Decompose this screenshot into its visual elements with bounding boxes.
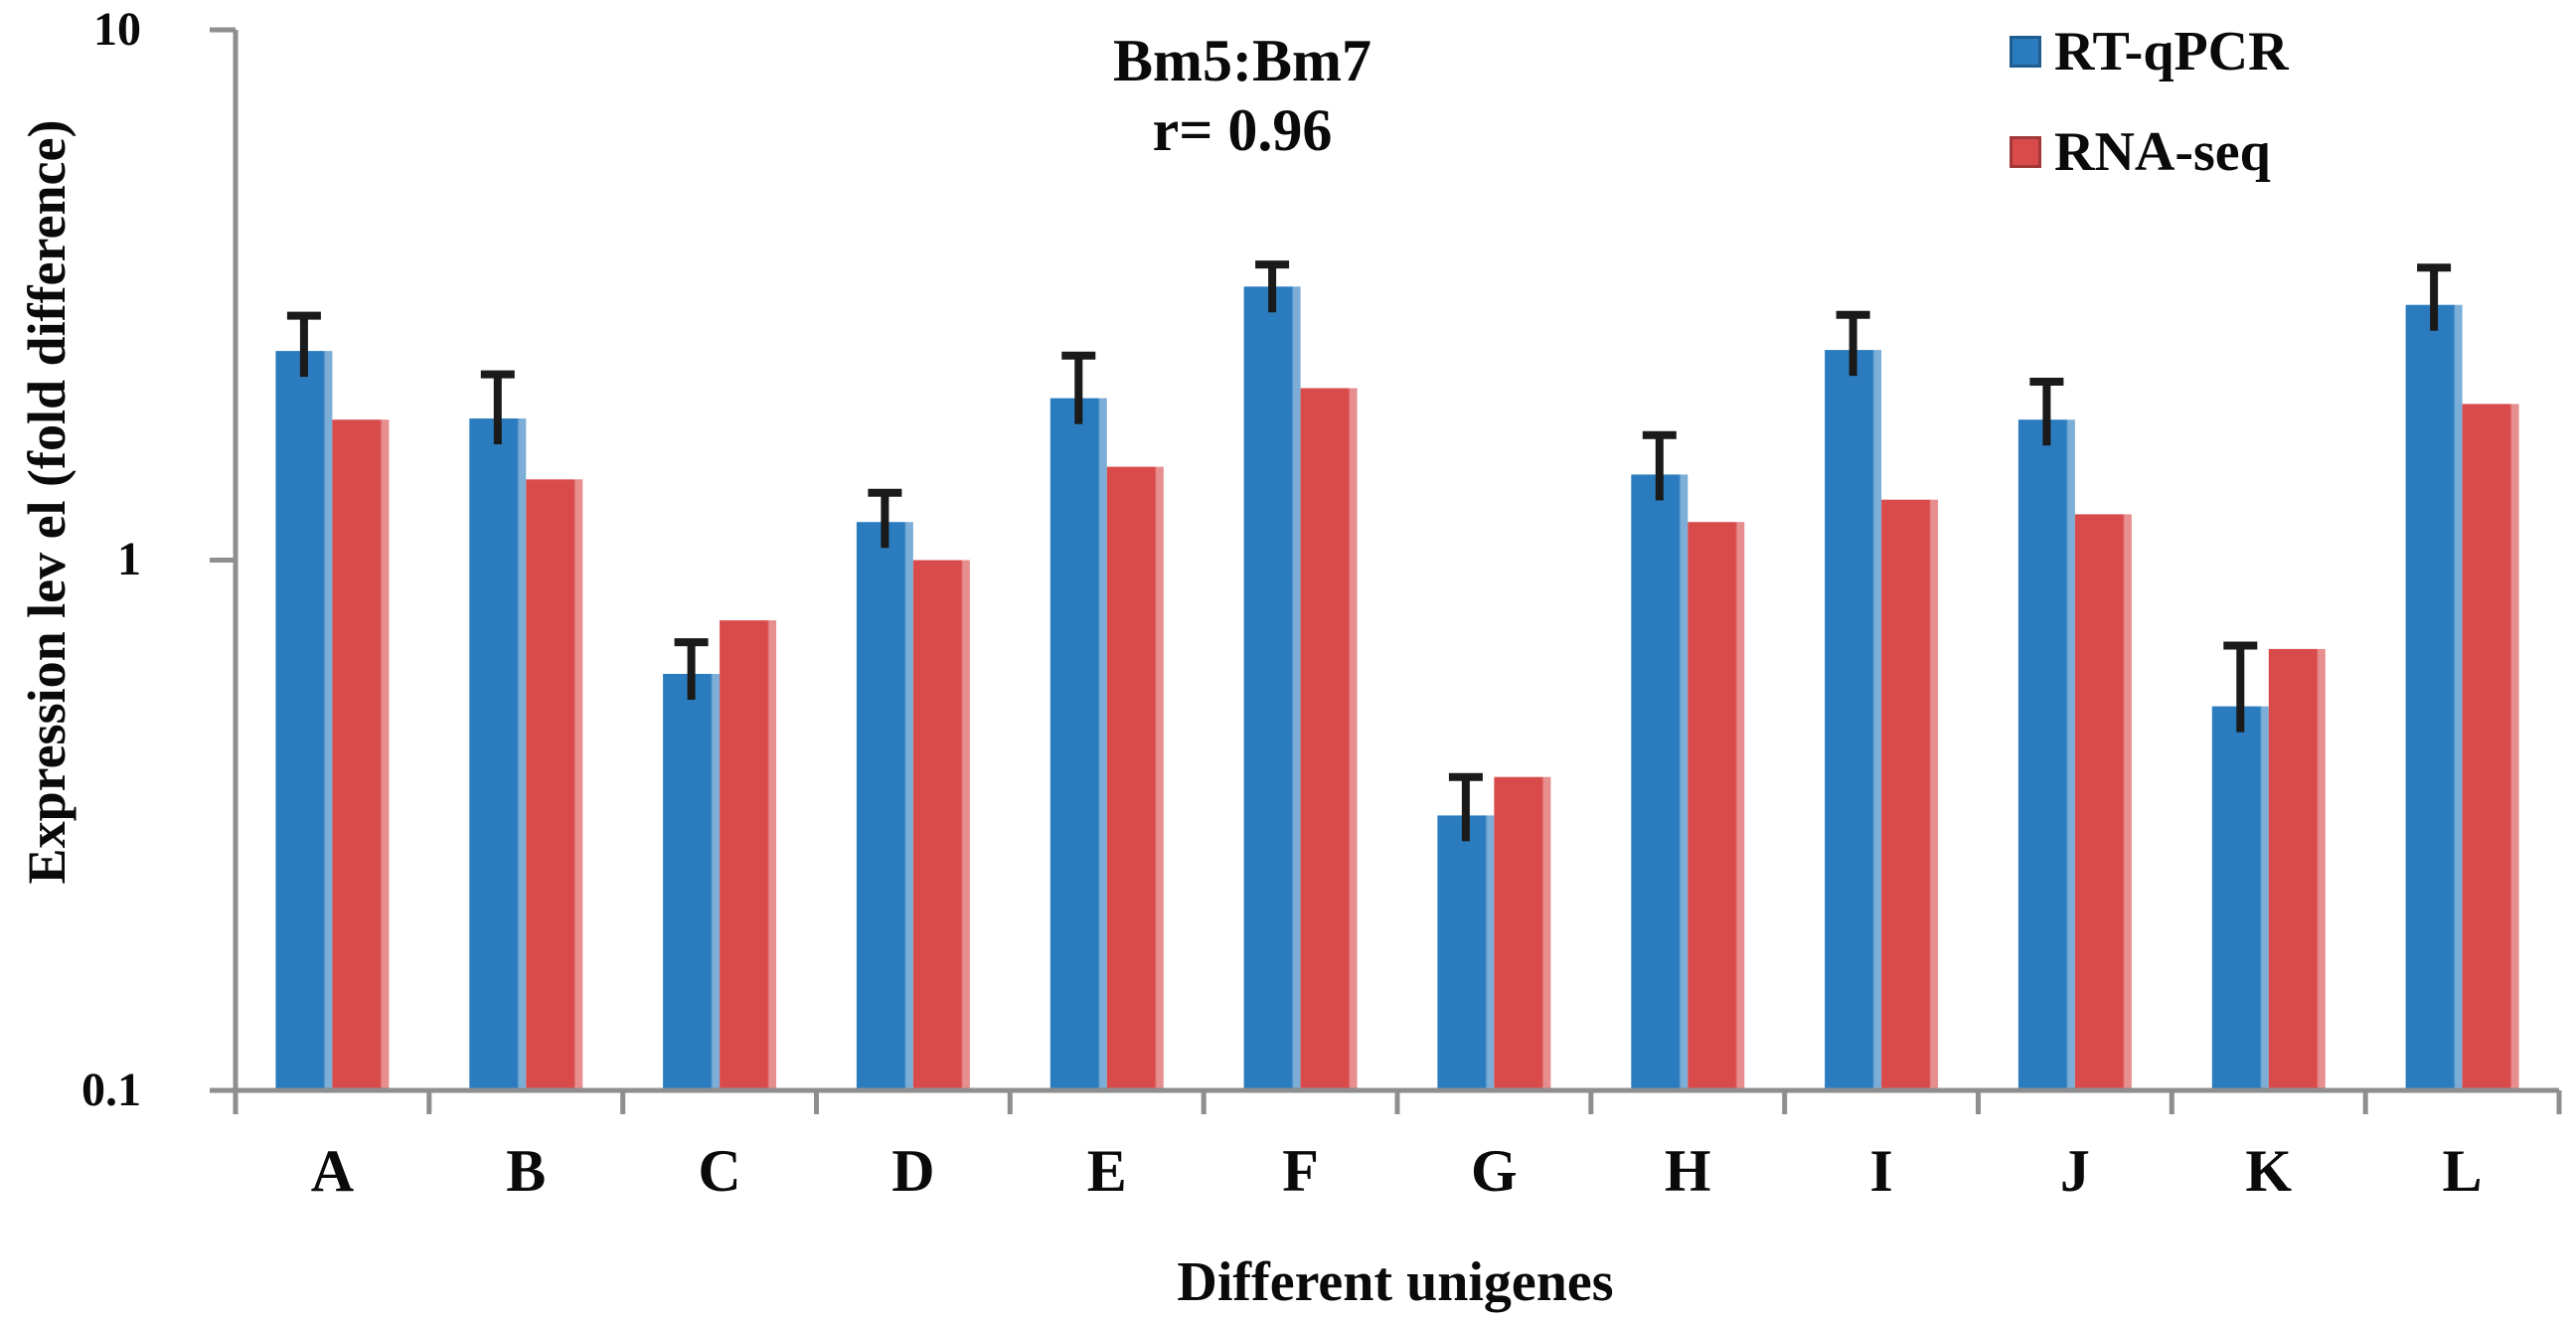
x-tick-labels: A B C D E F G H I J K L <box>236 1136 2559 1206</box>
error-bar-RT-qPCR-D <box>868 488 902 549</box>
x-tick-label-f: F <box>1282 1138 1319 1204</box>
bar-RNA-seq-F <box>1300 388 1358 1090</box>
bars <box>275 286 2519 1091</box>
error-bar-RT-qPCR-F <box>1255 260 1290 313</box>
x-tick-label-d: D <box>891 1138 935 1204</box>
bar-RT-qPCR-J <box>2017 419 2075 1090</box>
legend: RT-qPCR RNA-seq <box>2010 22 2289 223</box>
bar-RNA-seq-D <box>912 560 970 1090</box>
y-tick-label-10: 10 <box>93 3 141 56</box>
bar-RT-qPCR-B <box>469 418 527 1090</box>
bar-RNA-seq-E <box>1106 466 1164 1091</box>
bar-RNA-seq-C <box>720 620 777 1090</box>
error-bar-RT-qPCR-L <box>2417 263 2452 331</box>
bar-RT-qPCR-I <box>1825 350 1882 1091</box>
error-bar-RT-qPCR-B <box>480 370 515 444</box>
axis-lines <box>210 27 2562 1114</box>
bar-RT-qPCR-F <box>1243 286 1301 1090</box>
x-tick-label-h: H <box>1664 1138 1711 1204</box>
correlation-annotation: r= 0.96 <box>1152 97 1333 163</box>
legend-swatch-rtqpcr <box>2010 36 2041 68</box>
legend-item-rnaseq: RNA-seq <box>2010 122 2289 182</box>
legend-swatch-rnaseq <box>2010 136 2041 168</box>
bar-RT-qPCR-C <box>663 674 721 1090</box>
error-bar-RT-qPCR-C <box>674 638 709 700</box>
x-tick-label-j: J <box>2059 1138 2090 1204</box>
bar-RNA-seq-L <box>2462 404 2519 1090</box>
bar-RNA-seq-H <box>1688 522 1745 1090</box>
bar-RNA-seq-I <box>1881 499 1939 1090</box>
bar-RT-qPCR-G <box>1437 815 1495 1090</box>
bar-RT-qPCR-E <box>1049 398 1107 1091</box>
x-tick-label-i: I <box>1869 1138 1893 1204</box>
bar-RT-qPCR-A <box>275 351 333 1091</box>
error-bar-RT-qPCR-J <box>2029 378 2064 446</box>
x-axis-title: Different unigenes <box>1177 1251 1614 1313</box>
x-tick-label-k: K <box>2245 1138 2293 1204</box>
bar-RT-qPCR-H <box>1631 474 1689 1090</box>
error-bar-RT-qPCR-H <box>1642 430 1677 501</box>
bar-RT-qPCR-K <box>2211 706 2269 1090</box>
bar-RNA-seq-G <box>1494 776 1551 1090</box>
x-tick-label-e: E <box>1086 1138 1127 1204</box>
x-tick-label-l: L <box>2442 1138 2483 1204</box>
y-axis-title: Expression lev el (fold difference) <box>17 119 77 885</box>
y-tick-label-1: 1 <box>117 533 141 585</box>
bar-RNA-seq-B <box>526 479 583 1090</box>
error-bar-RT-qPCR-I <box>1836 310 1870 377</box>
error-bar-RT-qPCR-A <box>286 311 321 378</box>
bar-RT-qPCR-D <box>856 522 913 1090</box>
x-tick-label-c: C <box>698 1138 741 1204</box>
legend-label-rtqpcr: RT-qPCR <box>2054 21 2289 82</box>
axes <box>210 27 2562 1114</box>
y-tick-label-0_1: 0.1 <box>81 1064 141 1116</box>
bar-RNA-seq-J <box>2074 514 2132 1090</box>
legend-label-rnaseq: RNA-seq <box>2054 121 2271 183</box>
legend-item-rtqpcr: RT-qPCR <box>2010 22 2289 82</box>
bar-RNA-seq-A <box>332 419 390 1090</box>
error-bar-RT-qPCR-E <box>1061 351 1096 424</box>
x-tick-label-b: B <box>506 1138 547 1204</box>
error-bar-RT-qPCR-G <box>1448 772 1483 842</box>
chart-title: Bm5:Bm7 <box>1113 28 1371 93</box>
x-tick-label-a: A <box>310 1138 355 1204</box>
error-bar-RT-qPCR-K <box>2223 641 2258 733</box>
bar-RNA-seq-K <box>2268 648 2326 1090</box>
bar-RT-qPCR-L <box>2405 304 2463 1090</box>
error-bars <box>286 260 2452 842</box>
x-tick-label-g: G <box>1471 1138 1518 1204</box>
